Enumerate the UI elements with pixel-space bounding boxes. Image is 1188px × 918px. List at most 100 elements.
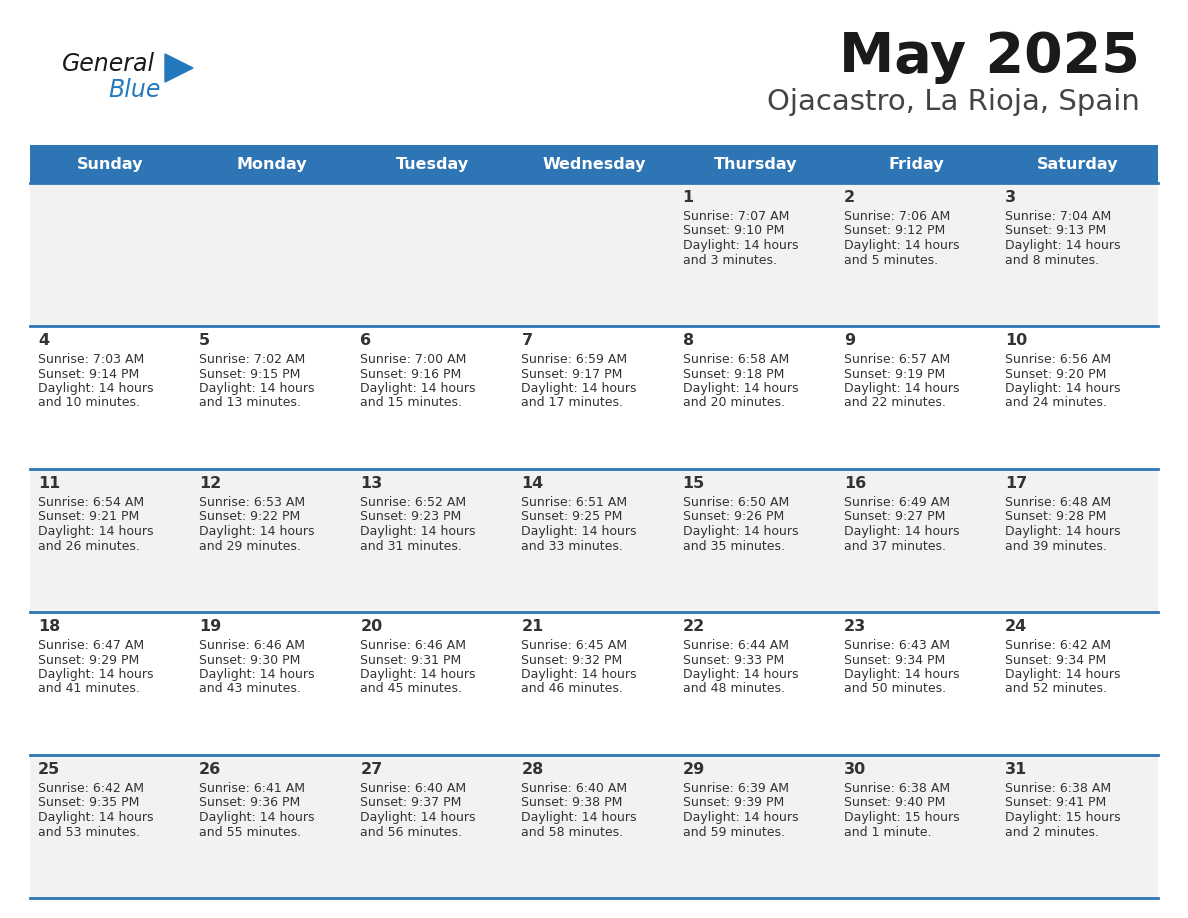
Text: 6: 6	[360, 333, 372, 348]
Text: Sunrise: 6:38 AM: Sunrise: 6:38 AM	[843, 782, 950, 795]
Text: Daylight: 15 hours: Daylight: 15 hours	[843, 811, 960, 824]
Text: 13: 13	[360, 476, 383, 491]
Text: and 22 minutes.: and 22 minutes.	[843, 397, 946, 409]
Text: 23: 23	[843, 619, 866, 634]
Text: Sunrise: 6:50 AM: Sunrise: 6:50 AM	[683, 496, 789, 509]
Text: 14: 14	[522, 476, 544, 491]
Text: 27: 27	[360, 762, 383, 777]
Text: Sunset: 9:18 PM: Sunset: 9:18 PM	[683, 367, 784, 380]
Text: and 45 minutes.: and 45 minutes.	[360, 682, 462, 696]
Text: and 1 minute.: and 1 minute.	[843, 825, 931, 838]
Text: Daylight: 14 hours: Daylight: 14 hours	[683, 525, 798, 538]
Text: Sunset: 9:41 PM: Sunset: 9:41 PM	[1005, 797, 1106, 810]
Text: 24: 24	[1005, 619, 1028, 634]
Text: Sunset: 9:39 PM: Sunset: 9:39 PM	[683, 797, 784, 810]
Text: Daylight: 14 hours: Daylight: 14 hours	[843, 525, 959, 538]
Bar	[30, 612, 1158, 755]
Text: Sunrise: 6:58 AM: Sunrise: 6:58 AM	[683, 353, 789, 366]
Text: and 17 minutes.: and 17 minutes.	[522, 397, 624, 409]
Text: 21: 21	[522, 619, 544, 634]
Text: 4: 4	[38, 333, 49, 348]
Text: Sunrise: 6:48 AM: Sunrise: 6:48 AM	[1005, 496, 1111, 509]
Text: Monday: Monday	[236, 156, 307, 172]
Text: Daylight: 14 hours: Daylight: 14 hours	[683, 382, 798, 395]
Text: Daylight: 14 hours: Daylight: 14 hours	[200, 382, 315, 395]
Text: Sunrise: 6:49 AM: Sunrise: 6:49 AM	[843, 496, 949, 509]
Text: Sunset: 9:27 PM: Sunset: 9:27 PM	[843, 510, 946, 523]
Text: and 15 minutes.: and 15 minutes.	[360, 397, 462, 409]
Text: Sunrise: 6:39 AM: Sunrise: 6:39 AM	[683, 782, 789, 795]
Text: and 39 minutes.: and 39 minutes.	[1005, 540, 1107, 553]
Text: and 53 minutes.: and 53 minutes.	[38, 825, 140, 838]
Text: Sunset: 9:32 PM: Sunset: 9:32 PM	[522, 654, 623, 666]
Text: 3: 3	[1005, 190, 1016, 205]
Text: Daylight: 14 hours: Daylight: 14 hours	[38, 811, 153, 824]
Bar	[30, 145, 191, 183]
Text: Sunrise: 6:57 AM: Sunrise: 6:57 AM	[843, 353, 950, 366]
Text: and 48 minutes.: and 48 minutes.	[683, 682, 784, 696]
Text: 12: 12	[200, 476, 221, 491]
Text: 28: 28	[522, 762, 544, 777]
Text: 9: 9	[843, 333, 855, 348]
Text: and 58 minutes.: and 58 minutes.	[522, 825, 624, 838]
Text: 19: 19	[200, 619, 221, 634]
Text: 26: 26	[200, 762, 221, 777]
Text: Sunset: 9:26 PM: Sunset: 9:26 PM	[683, 510, 784, 523]
Text: and 5 minutes.: and 5 minutes.	[843, 253, 937, 266]
Text: 16: 16	[843, 476, 866, 491]
Text: 20: 20	[360, 619, 383, 634]
Bar	[675, 145, 835, 183]
Text: General: General	[62, 52, 156, 76]
Text: and 37 minutes.: and 37 minutes.	[843, 540, 946, 553]
Text: Sunrise: 6:46 AM: Sunrise: 6:46 AM	[360, 639, 466, 652]
Text: Daylight: 14 hours: Daylight: 14 hours	[522, 382, 637, 395]
Text: and 43 minutes.: and 43 minutes.	[200, 682, 301, 696]
Text: Daylight: 14 hours: Daylight: 14 hours	[360, 382, 475, 395]
Text: 10: 10	[1005, 333, 1028, 348]
Text: Daylight: 14 hours: Daylight: 14 hours	[200, 668, 315, 681]
Text: Sunset: 9:17 PM: Sunset: 9:17 PM	[522, 367, 623, 380]
Text: Sunrise: 6:44 AM: Sunrise: 6:44 AM	[683, 639, 789, 652]
Text: and 8 minutes.: and 8 minutes.	[1005, 253, 1099, 266]
Text: Daylight: 14 hours: Daylight: 14 hours	[1005, 668, 1120, 681]
Text: Daylight: 14 hours: Daylight: 14 hours	[522, 668, 637, 681]
Text: Sunset: 9:16 PM: Sunset: 9:16 PM	[360, 367, 461, 380]
Text: Daylight: 14 hours: Daylight: 14 hours	[360, 525, 475, 538]
Text: 7: 7	[522, 333, 532, 348]
Text: Daylight: 14 hours: Daylight: 14 hours	[683, 239, 798, 252]
Text: 17: 17	[1005, 476, 1028, 491]
Text: Sunset: 9:20 PM: Sunset: 9:20 PM	[1005, 367, 1106, 380]
Text: 25: 25	[38, 762, 61, 777]
Text: Daylight: 14 hours: Daylight: 14 hours	[683, 811, 798, 824]
Text: Tuesday: Tuesday	[397, 156, 469, 172]
Text: Sunrise: 6:47 AM: Sunrise: 6:47 AM	[38, 639, 144, 652]
Text: Sunrise: 6:43 AM: Sunrise: 6:43 AM	[843, 639, 949, 652]
Text: Sunrise: 6:51 AM: Sunrise: 6:51 AM	[522, 496, 627, 509]
Text: Daylight: 14 hours: Daylight: 14 hours	[843, 239, 959, 252]
Text: and 24 minutes.: and 24 minutes.	[1005, 397, 1107, 409]
Text: and 46 minutes.: and 46 minutes.	[522, 682, 624, 696]
Text: Sunrise: 7:06 AM: Sunrise: 7:06 AM	[843, 210, 950, 223]
Text: Sunset: 9:40 PM: Sunset: 9:40 PM	[843, 797, 946, 810]
Bar	[30, 755, 1158, 898]
Text: Thursday: Thursday	[713, 156, 797, 172]
Text: Wednesday: Wednesday	[542, 156, 646, 172]
Text: and 35 minutes.: and 35 minutes.	[683, 540, 784, 553]
Text: Sunrise: 6:42 AM: Sunrise: 6:42 AM	[1005, 639, 1111, 652]
Text: Daylight: 14 hours: Daylight: 14 hours	[1005, 525, 1120, 538]
Bar	[191, 145, 353, 183]
Text: Sunset: 9:23 PM: Sunset: 9:23 PM	[360, 510, 461, 523]
Bar	[30, 326, 1158, 469]
Text: May 2025: May 2025	[839, 30, 1140, 84]
Text: Daylight: 14 hours: Daylight: 14 hours	[200, 525, 315, 538]
Text: Sunset: 9:29 PM: Sunset: 9:29 PM	[38, 654, 139, 666]
Text: Sunset: 9:19 PM: Sunset: 9:19 PM	[843, 367, 944, 380]
Text: and 55 minutes.: and 55 minutes.	[200, 825, 302, 838]
Text: Sunset: 9:28 PM: Sunset: 9:28 PM	[1005, 510, 1106, 523]
Text: Sunrise: 6:38 AM: Sunrise: 6:38 AM	[1005, 782, 1111, 795]
Text: Daylight: 14 hours: Daylight: 14 hours	[38, 668, 153, 681]
Text: and 31 minutes.: and 31 minutes.	[360, 540, 462, 553]
Text: Daylight: 14 hours: Daylight: 14 hours	[200, 811, 315, 824]
Text: Daylight: 14 hours: Daylight: 14 hours	[843, 668, 959, 681]
Text: Sunset: 9:33 PM: Sunset: 9:33 PM	[683, 654, 784, 666]
